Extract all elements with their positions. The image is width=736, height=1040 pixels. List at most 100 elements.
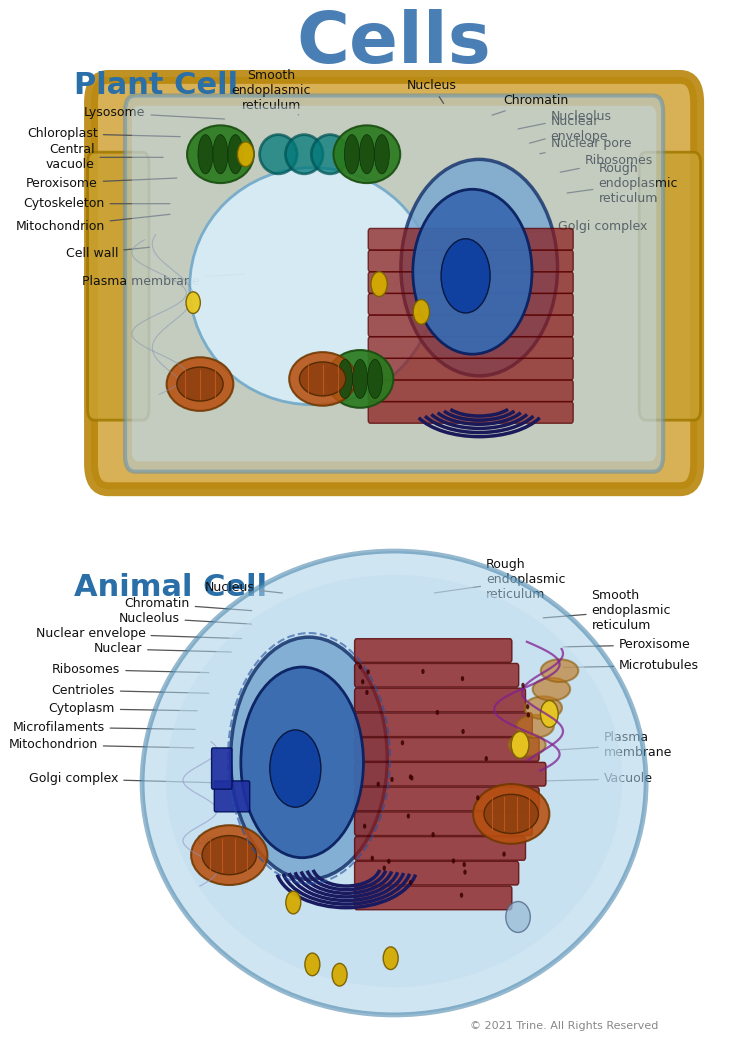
Ellipse shape bbox=[338, 360, 353, 398]
Ellipse shape bbox=[353, 360, 367, 398]
Ellipse shape bbox=[142, 551, 646, 1015]
Ellipse shape bbox=[186, 292, 200, 313]
Text: Nuclear: Nuclear bbox=[93, 643, 231, 655]
FancyBboxPatch shape bbox=[355, 861, 519, 885]
Ellipse shape bbox=[484, 756, 488, 761]
FancyBboxPatch shape bbox=[355, 886, 512, 910]
Ellipse shape bbox=[408, 775, 412, 779]
Ellipse shape bbox=[400, 740, 404, 746]
Ellipse shape bbox=[358, 665, 362, 670]
Ellipse shape bbox=[517, 714, 553, 737]
Ellipse shape bbox=[270, 730, 321, 807]
FancyBboxPatch shape bbox=[88, 152, 149, 420]
FancyBboxPatch shape bbox=[355, 688, 526, 711]
Ellipse shape bbox=[476, 796, 479, 801]
Ellipse shape bbox=[361, 679, 364, 684]
Text: Plasma membrane: Plasma membrane bbox=[82, 274, 245, 287]
Ellipse shape bbox=[371, 271, 387, 296]
Ellipse shape bbox=[241, 667, 364, 858]
Ellipse shape bbox=[230, 638, 387, 880]
Ellipse shape bbox=[383, 865, 386, 870]
Ellipse shape bbox=[533, 678, 570, 701]
Text: Peroxisome: Peroxisome bbox=[564, 639, 690, 651]
FancyBboxPatch shape bbox=[355, 664, 519, 687]
Text: Central
vacuole: Central vacuole bbox=[46, 144, 163, 172]
Text: Nucleolus: Nucleolus bbox=[118, 612, 252, 625]
Text: Lysosome: Lysosome bbox=[197, 828, 296, 848]
Ellipse shape bbox=[409, 880, 412, 885]
Ellipse shape bbox=[436, 710, 439, 716]
FancyBboxPatch shape bbox=[368, 293, 573, 315]
Text: Rough
endoplasmic
reticulum: Rough endoplasmic reticulum bbox=[567, 161, 678, 205]
Ellipse shape bbox=[503, 852, 506, 857]
Ellipse shape bbox=[377, 782, 380, 786]
Text: Ribosomes: Ribosomes bbox=[560, 154, 653, 173]
Ellipse shape bbox=[191, 826, 267, 885]
Ellipse shape bbox=[166, 358, 233, 411]
Text: Microtubules: Microtubules bbox=[564, 659, 699, 672]
Ellipse shape bbox=[525, 697, 562, 719]
Ellipse shape bbox=[363, 824, 367, 829]
Ellipse shape bbox=[431, 832, 435, 837]
FancyBboxPatch shape bbox=[355, 737, 539, 761]
Ellipse shape bbox=[460, 892, 463, 898]
FancyBboxPatch shape bbox=[355, 712, 532, 736]
Text: Plasma
membrane: Plasma membrane bbox=[559, 731, 672, 759]
Text: Cytoskeleton: Cytoskeleton bbox=[24, 198, 170, 210]
Ellipse shape bbox=[190, 167, 435, 405]
Ellipse shape bbox=[461, 676, 464, 681]
Ellipse shape bbox=[512, 731, 529, 758]
Text: Smooth
endoplasmic
reticulum: Smooth endoplasmic reticulum bbox=[543, 590, 671, 632]
Ellipse shape bbox=[260, 134, 297, 174]
Text: Golgi complex: Golgi complex bbox=[29, 773, 221, 785]
Ellipse shape bbox=[365, 690, 369, 695]
Ellipse shape bbox=[344, 134, 359, 174]
FancyBboxPatch shape bbox=[355, 639, 512, 662]
Ellipse shape bbox=[390, 777, 394, 782]
Text: Peroxisome: Peroxisome bbox=[26, 177, 177, 189]
Ellipse shape bbox=[410, 776, 414, 781]
Ellipse shape bbox=[526, 704, 529, 709]
Ellipse shape bbox=[413, 300, 430, 324]
Ellipse shape bbox=[305, 953, 320, 976]
FancyBboxPatch shape bbox=[355, 812, 532, 835]
FancyBboxPatch shape bbox=[214, 781, 250, 812]
Ellipse shape bbox=[484, 795, 539, 833]
Text: Mitochondrion: Mitochondrion bbox=[15, 214, 170, 233]
FancyBboxPatch shape bbox=[355, 787, 539, 811]
Ellipse shape bbox=[473, 784, 549, 843]
FancyBboxPatch shape bbox=[368, 315, 573, 337]
Ellipse shape bbox=[452, 858, 455, 863]
Ellipse shape bbox=[540, 701, 558, 727]
Text: Cell wall: Cell wall bbox=[66, 246, 149, 260]
Ellipse shape bbox=[177, 367, 223, 401]
FancyBboxPatch shape bbox=[368, 229, 573, 250]
Text: Lysosome: Lysosome bbox=[84, 106, 224, 120]
Ellipse shape bbox=[286, 134, 323, 174]
Text: Plant Cell: Plant Cell bbox=[74, 71, 238, 100]
Ellipse shape bbox=[213, 134, 228, 174]
Ellipse shape bbox=[527, 712, 530, 718]
Text: Vacuole: Vacuole bbox=[545, 773, 653, 785]
Ellipse shape bbox=[407, 813, 410, 818]
Ellipse shape bbox=[311, 134, 349, 174]
FancyBboxPatch shape bbox=[355, 762, 546, 786]
FancyBboxPatch shape bbox=[368, 271, 573, 293]
FancyBboxPatch shape bbox=[368, 380, 573, 401]
Text: Ribosomes: Ribosomes bbox=[52, 664, 209, 676]
Text: Mitochondrion: Mitochondrion bbox=[9, 738, 194, 751]
Ellipse shape bbox=[541, 659, 578, 682]
FancyBboxPatch shape bbox=[368, 359, 573, 380]
Text: Chromatin: Chromatin bbox=[124, 597, 252, 610]
Ellipse shape bbox=[238, 141, 254, 166]
Text: Animal Cell: Animal Cell bbox=[74, 573, 267, 602]
Text: Cells: Cells bbox=[297, 9, 492, 78]
Ellipse shape bbox=[166, 575, 622, 987]
Ellipse shape bbox=[413, 189, 532, 355]
FancyBboxPatch shape bbox=[125, 96, 663, 472]
Ellipse shape bbox=[462, 862, 466, 867]
Text: Golgi complex: Golgi complex bbox=[530, 219, 647, 233]
Ellipse shape bbox=[375, 134, 389, 174]
Text: Nuclear envelope: Nuclear envelope bbox=[35, 627, 241, 640]
Text: Nucleus: Nucleus bbox=[205, 580, 283, 594]
